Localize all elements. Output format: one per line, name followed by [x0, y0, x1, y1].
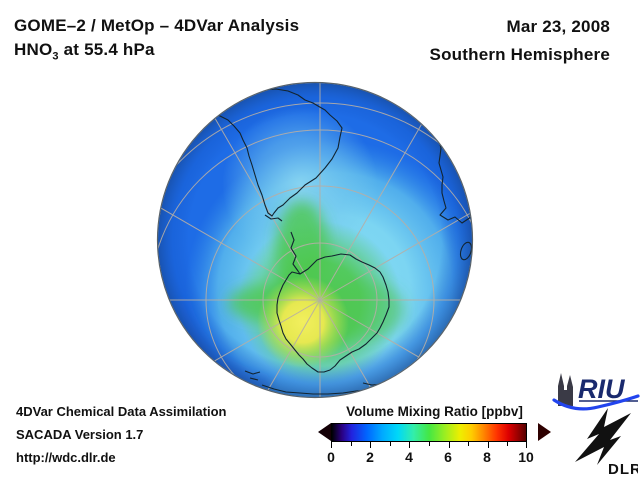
coastlines: [212, 88, 472, 395]
dlr-logo: DLR: [575, 408, 638, 478]
colorbar-tick: [526, 442, 527, 448]
colorbar-tick: [507, 442, 509, 446]
assimilation-label: 4DVar Chemical Data Assimilation: [16, 404, 227, 419]
south-america-coast: [212, 88, 343, 217]
species-level-label: HNO3 at 55.4 hPa: [14, 40, 155, 62]
colorbar-tick: [370, 442, 372, 448]
colorbar-tick: [448, 442, 450, 448]
version-label: SACADA Version 1.7: [16, 427, 144, 442]
colorbar-tick: [429, 442, 430, 446]
date-label: Mar 23, 2008: [506, 17, 610, 36]
pressure-level: at 55.4 hPa: [58, 40, 155, 59]
colorbar-gradient: [331, 423, 527, 442]
globe-limb: [156, 81, 474, 399]
dlr-star-icon: [575, 408, 631, 465]
url-label: http://wdc.dlr.de: [16, 450, 116, 465]
colorbar-tick: [409, 442, 411, 448]
colorbar-label-10: 10: [518, 449, 534, 465]
colorbar-overflow-arrow: [538, 423, 551, 441]
species-name: HNO: [14, 40, 53, 59]
colorbar: [318, 423, 551, 448]
colorbar-label-2: 2: [366, 449, 374, 465]
antarctica-coast: [276, 231, 390, 373]
colorbar-tick: [350, 442, 352, 446]
graticule: [158, 83, 472, 397]
rim-shading: [158, 83, 472, 397]
colorbar-tick: [487, 442, 489, 448]
colorbar-tick: [331, 442, 332, 448]
cathedral-icon: [558, 373, 573, 406]
riu-swoosh: [552, 394, 640, 411]
figure-title: GOME–2 / MetOp – 4DVar Analysis: [14, 16, 300, 35]
colorbar-tick: [389, 442, 391, 446]
hemisphere-map: [156, 81, 474, 399]
hemisphere-label: Southern Hemisphere: [429, 45, 610, 64]
tasmania-nz-islands: [244, 370, 261, 381]
colorbar-label-6: 6: [444, 449, 452, 465]
colorbar-title: Volume Mixing Ratio [ppbv]: [346, 404, 523, 419]
riu-logo: RIU: [552, 373, 640, 411]
colorbar-tick: [468, 442, 470, 446]
species-subscript: 3: [52, 50, 59, 63]
riu-text: RIU: [578, 374, 626, 404]
colorbar-label-8: 8: [483, 449, 491, 465]
tierra-del-fuego: [264, 214, 283, 222]
dlr-text: DLR: [608, 461, 638, 478]
colorbar-label-0: 0: [327, 449, 335, 465]
colorbar-underflow-arrow: [318, 423, 331, 441]
madagascar: [459, 241, 472, 261]
colorbar-label-4: 4: [405, 449, 413, 465]
